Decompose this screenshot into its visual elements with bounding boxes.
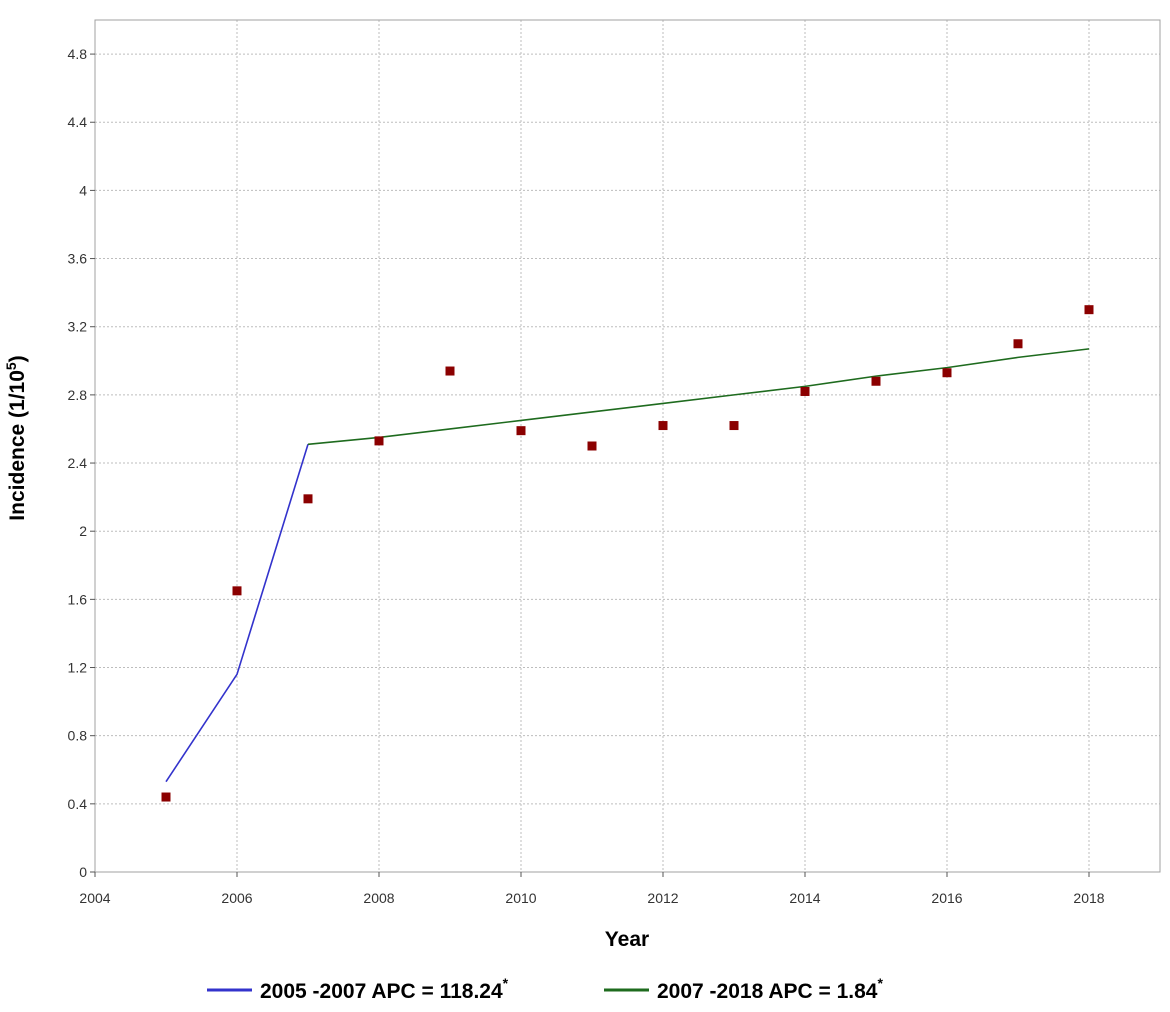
x-axis-ticks: 2004 2006 2008 2010 2012 2014 2016 2018 bbox=[79, 872, 1105, 906]
legend-label-series-1: 2005 -2007 APC = 118.24* bbox=[260, 975, 509, 1003]
data-point-2011 bbox=[587, 441, 597, 451]
data-point-2016 bbox=[942, 368, 952, 378]
series-lines bbox=[165, 348, 1090, 783]
x-tick-label-0: 2004 bbox=[79, 890, 110, 906]
data-point-2009 bbox=[445, 366, 455, 376]
data-point-2007 bbox=[303, 494, 313, 504]
y-tick-label-0: 0 bbox=[79, 864, 87, 880]
data-point-2015 bbox=[871, 376, 881, 386]
y-axis-ticks: 0 0.4 0.8 1.2 1.6 2 2.4 2.8 3.2 3.6 4 4.4 4.8 bbox=[68, 46, 95, 880]
x-tick-label-2: 2008 bbox=[363, 890, 394, 906]
grid bbox=[94, 20, 1160, 873]
y-axis-title-main: Incidence (1/10 bbox=[6, 370, 29, 521]
x-tick-label-1: 2006 bbox=[221, 890, 252, 906]
data-point-2008 bbox=[374, 436, 384, 446]
series-line-2 bbox=[307, 348, 1090, 446]
y-tick-label-8: 3.2 bbox=[68, 319, 88, 335]
data-point-2012 bbox=[658, 421, 668, 431]
series-line-1 bbox=[165, 444, 309, 783]
y-tick-label-6: 2.4 bbox=[68, 455, 88, 471]
y-axis-title-sup: 5 bbox=[3, 362, 19, 370]
x-tick-label-7: 2018 bbox=[1073, 890, 1104, 906]
legend-label-series-2-text: 2007 -2018 APC = 1.84 bbox=[657, 980, 878, 1003]
plot-frame bbox=[94, 19, 1161, 873]
x-tick-label-5: 2014 bbox=[789, 890, 820, 906]
data-point-2014 bbox=[800, 386, 810, 396]
y-tick-label-4: 1.6 bbox=[68, 591, 88, 607]
data-point-2005 bbox=[161, 792, 171, 802]
data-point-2018 bbox=[1084, 305, 1094, 315]
y-tick-label-2: 0.8 bbox=[68, 728, 88, 744]
y-axis-title-tail: ) bbox=[6, 355, 29, 362]
y-tick-label-11: 4.4 bbox=[68, 114, 88, 130]
y-tick-label-12: 4.8 bbox=[68, 46, 88, 62]
x-tick-label-3: 2010 bbox=[505, 890, 536, 906]
y-tick-label-5: 2 bbox=[79, 523, 87, 539]
legend: 2005 -2007 APC = 118.24* 2007 -2018 APC … bbox=[207, 975, 883, 1003]
x-tick-label-4: 2012 bbox=[647, 890, 678, 906]
x-axis-title: Year bbox=[605, 928, 649, 951]
y-tick-label-3: 1.2 bbox=[68, 660, 88, 676]
legend-label-series-2: 2007 -2018 APC = 1.84* bbox=[657, 975, 883, 1003]
legend-label-series-1-text: 2005 -2007 APC = 118.24 bbox=[260, 980, 503, 1003]
data-point-2017 bbox=[1013, 339, 1023, 349]
data-point-2010 bbox=[516, 426, 526, 436]
y-tick-label-7: 2.8 bbox=[68, 387, 88, 403]
y-axis-title: Incidence (1/105) bbox=[3, 355, 29, 520]
data-point-2013 bbox=[729, 421, 739, 431]
x-tick-label-6: 2016 bbox=[931, 890, 962, 906]
data-point-2006 bbox=[232, 586, 242, 596]
y-tick-label-10: 4 bbox=[79, 182, 87, 198]
y-tick-label-1: 0.4 bbox=[68, 796, 88, 812]
legend-label-series-1-sup: * bbox=[503, 975, 509, 991]
data-points bbox=[161, 305, 1094, 802]
legend-label-series-2-sup: * bbox=[877, 975, 883, 991]
y-tick-label-9: 3.6 bbox=[68, 251, 88, 267]
